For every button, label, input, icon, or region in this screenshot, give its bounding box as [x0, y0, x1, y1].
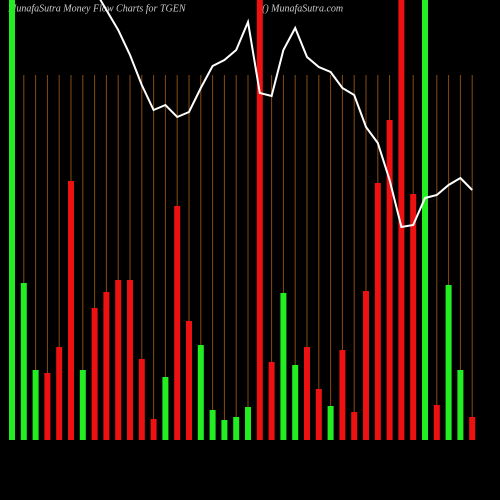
- bar: [256, 0, 263, 440]
- bar: [209, 410, 216, 440]
- bar: [410, 194, 417, 440]
- chart-subtitle: () MunafaSutra.com: [262, 3, 343, 14]
- bar: [91, 308, 98, 440]
- bar: [115, 280, 122, 440]
- bar: [186, 321, 192, 440]
- bar: [127, 280, 133, 440]
- bar: [268, 362, 275, 440]
- bar: [138, 359, 145, 440]
- bar: [457, 370, 464, 440]
- bar: [44, 373, 51, 440]
- bar: [433, 405, 440, 440]
- bar: [150, 419, 157, 440]
- bar: [245, 407, 251, 440]
- bar: [363, 291, 369, 440]
- bar: [174, 206, 181, 440]
- bar: [32, 370, 39, 440]
- bar: [315, 389, 322, 440]
- bar: [386, 120, 393, 440]
- bar: [162, 377, 169, 440]
- bar: [327, 406, 334, 440]
- bar: [233, 417, 240, 440]
- bar: [56, 347, 63, 440]
- bar: [304, 347, 310, 440]
- bar: [68, 181, 74, 440]
- bar: [469, 417, 476, 440]
- bar: [422, 0, 428, 440]
- bar: [221, 420, 228, 440]
- bar: [280, 293, 287, 440]
- bar: [79, 370, 86, 440]
- bar: [351, 412, 358, 440]
- bar: [9, 0, 15, 440]
- bar: [103, 292, 110, 440]
- money-flow-line: [99, 0, 473, 229]
- bar: [374, 183, 381, 440]
- bar: [292, 365, 299, 440]
- bar: [197, 345, 204, 440]
- bar: [445, 285, 452, 440]
- bar: [20, 283, 27, 440]
- plot-area: [9, 0, 476, 440]
- bar: [339, 350, 346, 440]
- bar: [398, 0, 405, 440]
- chart-title: MunafaSutra Money Flow Charts for TGEN: [7, 3, 187, 14]
